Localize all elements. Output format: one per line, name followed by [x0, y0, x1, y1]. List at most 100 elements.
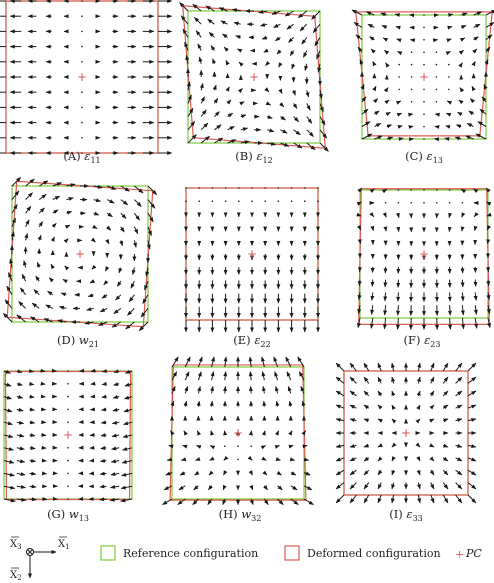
caption-F: (F) ε23	[404, 333, 441, 349]
displacement-arrow	[236, 48, 243, 53]
displacement-arrow	[274, 430, 280, 436]
displacement-arrow	[396, 305, 401, 316]
vector-dot	[448, 202, 451, 204]
displacement-arrow	[385, 111, 391, 117]
vector-dot	[290, 187, 293, 189]
vector-dot	[423, 51, 425, 53]
displacement-arrow	[351, 9, 363, 16]
displacement-arrow	[454, 136, 462, 141]
displacement-arrow	[208, 470, 214, 476]
vector-dot	[185, 187, 187, 189]
displacement-arrow	[335, 362, 345, 372]
displacement-arrow	[21, 273, 27, 282]
displacement-arrow	[372, 85, 377, 92]
displacement-arrow	[458, 62, 463, 68]
displacement-arrow	[3, 369, 12, 374]
displacement-arrow	[475, 133, 487, 140]
displacement-arrow	[312, 23, 321, 33]
displacement-arrow	[3, 408, 13, 413]
displacement-arrow	[249, 484, 254, 491]
displacement-arrow	[460, 305, 465, 316]
legend: Reference configuration Deformed configu…	[100, 545, 482, 561]
displacement-arrow	[16, 369, 23, 374]
displacement-arrow	[16, 314, 26, 323]
displacement-arrow	[442, 376, 449, 384]
vector-dot	[410, 189, 413, 191]
displacement-arrow	[103, 280, 109, 286]
displacement-arrow	[9, 258, 14, 268]
displacement-arrow	[264, 87, 270, 93]
displacement-arrow	[335, 482, 345, 490]
displacement-arrow	[377, 390, 383, 397]
caption-B: (B) ε12	[235, 149, 272, 165]
displacement-arrow	[29, 433, 36, 438]
x3-label: X3	[10, 539, 22, 551]
displacement-arrow	[455, 404, 463, 409]
vector-dot	[423, 101, 425, 103]
displacement-arrow	[123, 421, 133, 426]
displacement-arrow	[16, 395, 24, 399]
displacement-arrow	[356, 225, 362, 231]
displacement-arrow	[197, 356, 203, 368]
displacement-arrow	[303, 471, 311, 476]
displacement-arrow	[467, 494, 477, 504]
displacement-arrow	[223, 371, 228, 381]
displacement-arrow	[93, 184, 103, 189]
displacement-arrow	[279, 102, 285, 108]
displacement-arrow	[363, 376, 370, 384]
displacement-arrow	[238, 61, 244, 67]
displacement-arrow	[474, 317, 479, 329]
displacement-arrow	[391, 390, 396, 396]
vector-dot	[435, 51, 438, 53]
vector-dot	[435, 101, 438, 103]
displacement-arrow	[197, 371, 202, 381]
displacement-arrow	[319, 103, 324, 113]
displacement-arrow	[111, 420, 120, 425]
displacement-arrow	[486, 201, 492, 206]
displacement-arrow	[369, 36, 375, 41]
displacement-arrow	[207, 18, 215, 25]
displacement-arrow	[122, 434, 133, 439]
displacement-arrow	[483, 83, 488, 90]
displacement-arrow	[473, 211, 479, 218]
displacement-arrow	[45, 304, 54, 309]
displacement-arrow	[335, 494, 345, 504]
displacement-arrow	[165, 471, 173, 476]
displacement-arrow	[233, 21, 241, 26]
displacement-arrow	[218, 7, 228, 12]
displacement-arrow	[391, 470, 396, 476]
displacement-arrow	[486, 292, 491, 301]
displacement-arrow	[58, 305, 67, 310]
displacement-arrow	[37, 234, 42, 241]
displacement-arrow	[210, 371, 215, 381]
displacement-arrow	[171, 385, 176, 394]
displacement-arrow	[477, 121, 487, 128]
displacement-arrow	[397, 50, 403, 56]
displacement-arrow	[3, 498, 16, 503]
vector-dot	[67, 421, 69, 424]
vector-dot	[317, 200, 319, 202]
displacement-arrow	[50, 263, 55, 270]
displacement-arrow	[335, 404, 345, 409]
displacement-arrow	[293, 142, 303, 149]
displacement-arrow	[184, 356, 191, 368]
displacement-arrow	[306, 129, 314, 137]
panel-F: +	[356, 187, 492, 331]
displacement-arrow	[36, 261, 41, 268]
displacement-arrow	[458, 99, 464, 105]
vector-dot	[81, 76, 83, 78]
displacement-arrow	[349, 494, 357, 504]
deformed-label: Deformed configuration	[307, 547, 441, 560]
displacement-arrow	[133, 240, 137, 248]
displacement-arrow	[455, 376, 463, 384]
displacement-arrow	[11, 176, 22, 187]
displacement-arrow	[131, 267, 136, 276]
displacement-arrow	[398, 137, 404, 142]
displacement-arrow	[261, 456, 267, 461]
displacement-arrow	[11, 190, 20, 200]
displacement-arrow	[455, 124, 462, 129]
displacement-arrow	[306, 116, 313, 124]
vector-dot	[81, 121, 83, 124]
displacement-arrow	[120, 498, 133, 503]
displacement-arrow	[349, 404, 357, 409]
